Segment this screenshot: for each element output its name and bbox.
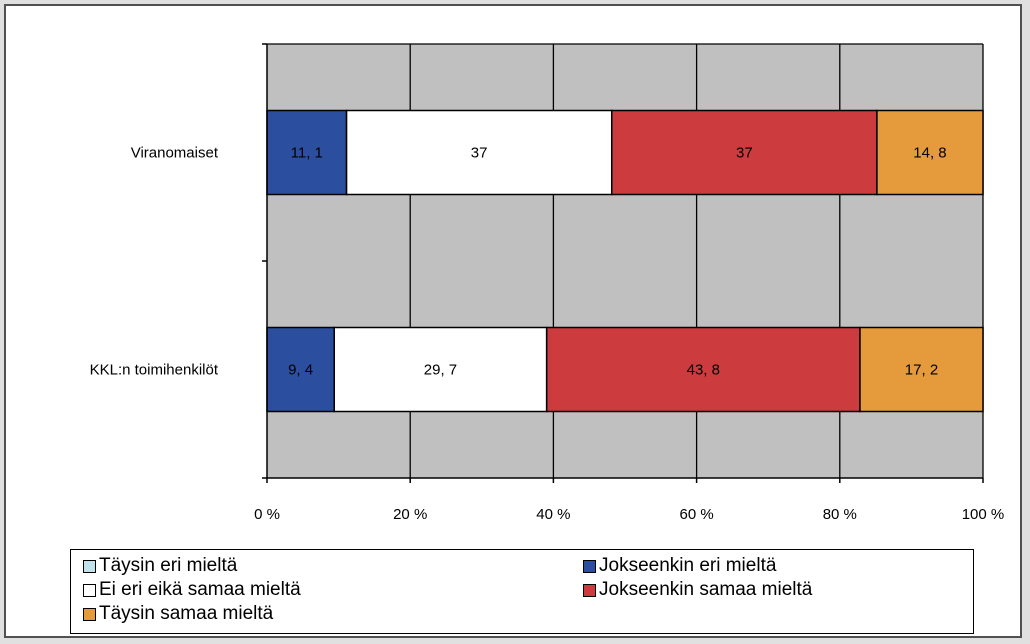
legend-item-ei-eri-eika-samaa-mielta: Ei eri eikä samaa mieltä	[83, 580, 301, 600]
legend-item-taysin-eri-mielta: Täysin eri mieltä	[83, 556, 237, 576]
legend-label: Ei eri eikä samaa mieltä	[99, 579, 301, 600]
x-tick-labels: 0 % 20 % 40 % 60 % 80 % 100 %	[254, 506, 1004, 523]
stacked-bar-chart: 11, 1 37 37 14, 8 9, 4 29, 7 43, 8 17, 2 0 % 20 …	[90, 43, 1004, 523]
plot-background	[267, 44, 983, 478]
x-tick-label: 20 %	[393, 506, 427, 523]
legend-swatch	[83, 583, 96, 597]
bar-segment	[266, 326, 335, 413]
legend-label: Jokseenkin samaa mieltä	[599, 579, 813, 600]
legend-swatch	[583, 583, 596, 597]
bar-value-label: 37	[736, 145, 753, 162]
bar-labels: 11, 1 37 37 14, 8 9, 4 29, 7 43, 8 17, 2	[288, 145, 947, 379]
legend-swatch	[83, 559, 96, 573]
legend-swatch	[583, 559, 596, 573]
bar-segment	[876, 109, 984, 196]
bars	[266, 109, 984, 413]
x-tick-label: 40 %	[536, 506, 570, 523]
legend: Täysin eri mieltä Jokseenkin eri mieltä …	[70, 549, 974, 634]
x-tick-label: 100 %	[962, 506, 1005, 523]
legend-label: Täysin samaa mieltä	[99, 603, 274, 624]
bar-value-label: 14, 8	[913, 145, 946, 162]
legend-item-taysin-samaa-mielta: Täysin samaa mieltä	[83, 604, 273, 624]
bar-value-label: 29, 7	[424, 362, 457, 379]
x-tick-label: 80 %	[823, 506, 857, 523]
chart-frame: 11, 1 37 37 14, 8 9, 4 29, 7 43, 8 17, 2 0 % 20 …	[4, 4, 1022, 638]
category-label: KKL:n toimihenkilöt	[90, 362, 219, 379]
bar-value-label: 9, 4	[288, 362, 313, 379]
x-tick-label: 60 %	[679, 506, 713, 523]
legend-item-jokseenkin-eri-mielta: Jokseenkin eri mieltä	[583, 556, 776, 576]
legend-item-jokseenkin-samaa-mielta: Jokseenkin samaa mieltä	[583, 580, 812, 600]
bar-segment	[545, 326, 861, 413]
legend-swatch	[83, 607, 96, 621]
bar-segment	[333, 326, 548, 413]
bar-value-label: 11, 1	[291, 145, 323, 162]
bar-value-label: 43, 8	[687, 362, 720, 379]
bar-segment	[859, 326, 984, 413]
legend-label: Jokseenkin eri mieltä	[599, 555, 777, 576]
category-labels: Viranomaiset KKL:n toimihenkilöt	[90, 145, 219, 379]
x-tick-label: 0 %	[254, 506, 280, 523]
bar-value-label: 17, 2	[905, 362, 938, 379]
bar-value-label: 37	[471, 145, 488, 162]
axes	[262, 43, 984, 483]
category-label: Viranomaiset	[131, 145, 219, 162]
bar-segment	[266, 109, 348, 196]
legend-label: Täysin eri mieltä	[99, 555, 238, 576]
